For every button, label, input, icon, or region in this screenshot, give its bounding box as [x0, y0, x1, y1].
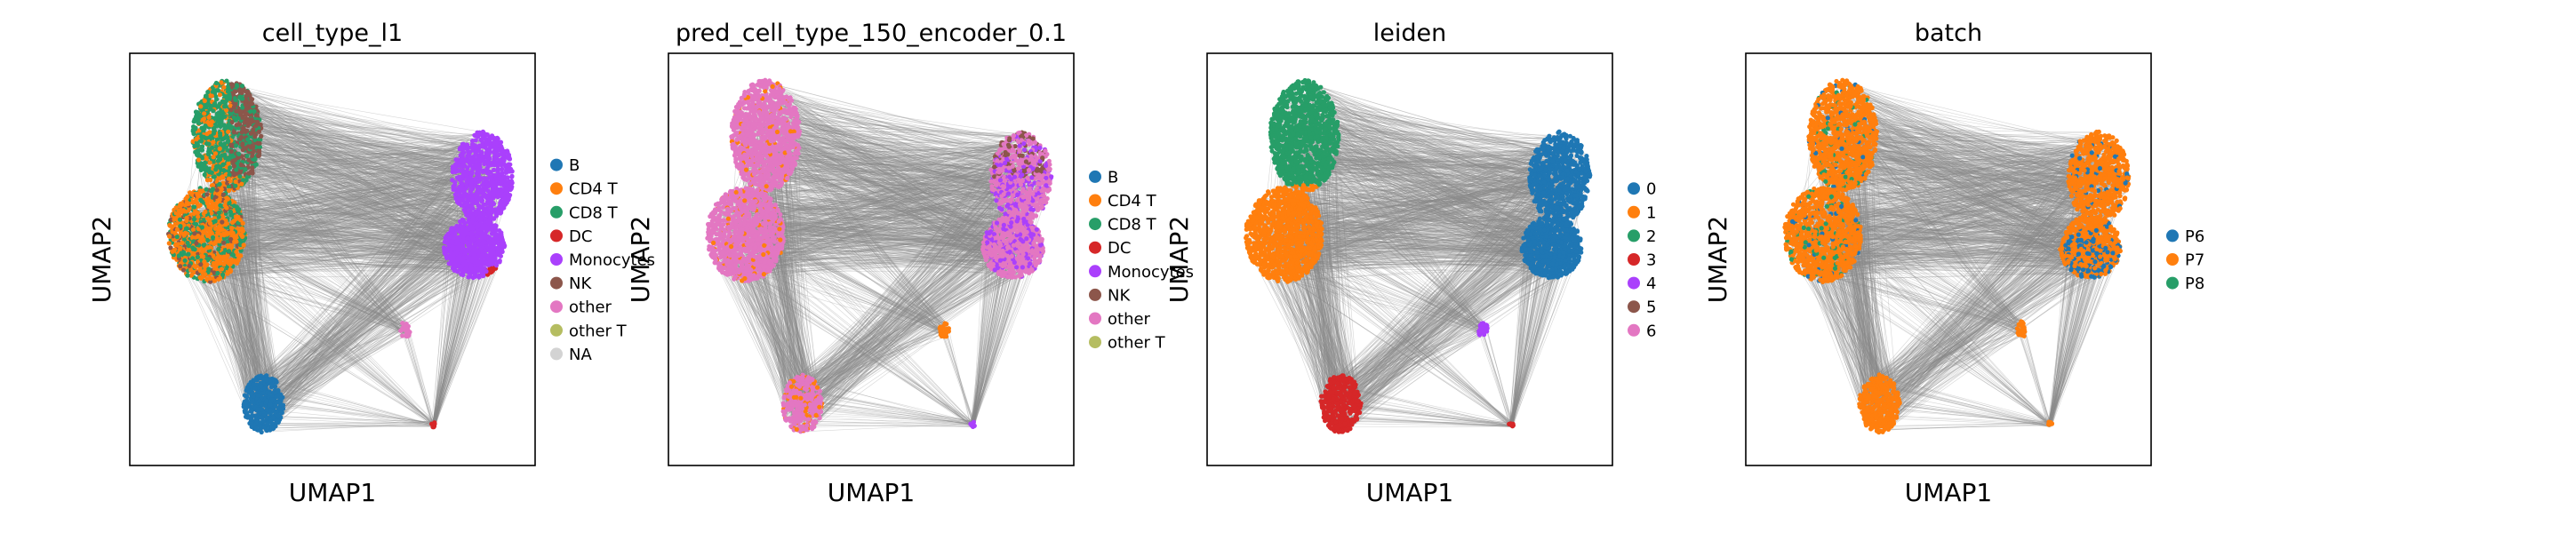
- legend-label: Monocytes: [569, 251, 655, 270]
- legend-marker: [1628, 182, 1640, 195]
- legend-marker: [1628, 276, 1640, 290]
- y-axis-label: UMAP2: [1164, 216, 1194, 304]
- panel-title: leiden: [1373, 20, 1446, 47]
- legend-label: Monocytes: [1108, 263, 1194, 282]
- legend-marker: [550, 158, 563, 171]
- legend-marker: [550, 347, 563, 361]
- umap-panel-4: batch UMAP1 UMAP2 P6 P7 P8: [1703, 20, 2204, 507]
- legend-label: other: [569, 298, 612, 317]
- legend: 0 1 2 3 4 5 6: [1628, 180, 1656, 340]
- legend-marker: [1089, 218, 1101, 231]
- legend-marker: [1089, 336, 1101, 349]
- axes-frame: [1206, 52, 1613, 466]
- legend-label: NK: [569, 274, 592, 293]
- y-axis-label: UMAP2: [626, 216, 655, 304]
- legend-marker: [550, 205, 563, 219]
- legend-marker: [2166, 276, 2179, 290]
- legend-marker: [550, 323, 563, 337]
- umap-panel-1: cell_type_l1 UMAP1 UMAP2 B CD4 T CD8 T DC Monoc…: [87, 20, 655, 507]
- legend-label: B: [1108, 168, 1118, 187]
- axes-frame: [129, 52, 536, 466]
- umap-embedding: [705, 77, 1054, 434]
- scatter-points: [1244, 77, 1593, 434]
- scatter-points: [1782, 77, 2132, 435]
- legend-label: other: [1108, 310, 1151, 329]
- legend-label: 0: [1646, 180, 1656, 199]
- legend-label: 3: [1646, 251, 1656, 270]
- legend-marker: [550, 229, 563, 243]
- axes-frame: [668, 52, 1075, 466]
- legend-marker: [1628, 205, 1640, 219]
- legend-marker: [550, 276, 563, 290]
- umap-embedding: [1244, 77, 1593, 434]
- axes-frame: [1745, 52, 2152, 466]
- legend-marker: [1089, 170, 1101, 183]
- legend-label: P7: [2185, 251, 2204, 270]
- x-axis-label: UMAP1: [1366, 478, 1454, 507]
- legend-marker: [1089, 194, 1101, 207]
- umap-embedding: [1782, 77, 2132, 435]
- legend-marker: [2166, 229, 2179, 243]
- panel-title: cell_type_l1: [262, 20, 403, 47]
- legend-marker: [550, 300, 563, 314]
- panel-title: batch: [1915, 20, 1982, 47]
- x-axis-label: UMAP1: [828, 478, 916, 507]
- scatter-points: [166, 78, 515, 435]
- legend-label: B: [569, 156, 580, 175]
- legend: B CD4 T CD8 T DC Monocytes NK other other T: [1089, 168, 1194, 353]
- legend-label: CD4 T: [569, 180, 619, 199]
- legend-label: NA: [569, 346, 592, 364]
- legend-marker: [1089, 265, 1101, 278]
- legend-label: 4: [1646, 274, 1656, 293]
- y-axis-label: UMAP2: [1703, 216, 1732, 304]
- legend-label: other T: [569, 322, 628, 340]
- legend-label: NK: [1108, 286, 1131, 305]
- legend-label: 2: [1646, 227, 1656, 246]
- legend-marker: [550, 182, 563, 195]
- legend-marker: [550, 253, 563, 266]
- legend-label: DC: [1108, 239, 1131, 258]
- legend-marker: [1089, 241, 1101, 254]
- panel-title: pred_cell_type_150_encoder_0.1: [676, 20, 1067, 47]
- umap-panel-2: pred_cell_type_150_encoder_0.1 UMAP1 UMAP2…: [626, 20, 1194, 507]
- scatter-points: [705, 77, 1054, 434]
- legend-marker: [1628, 323, 1640, 337]
- legend-marker: [2166, 253, 2179, 266]
- legend-marker: [1628, 229, 1640, 243]
- legend-label: 1: [1646, 203, 1656, 222]
- legend-label: CD8 T: [1108, 216, 1157, 235]
- x-axis-label: UMAP1: [289, 478, 377, 507]
- legend-label: CD8 T: [569, 203, 619, 222]
- legend-marker: [1628, 300, 1640, 314]
- legend-marker: [1628, 253, 1640, 266]
- legend-label: 6: [1646, 322, 1656, 340]
- legend-label: P6: [2185, 227, 2204, 246]
- legend-label: 5: [1646, 298, 1656, 317]
- legend-marker: [1089, 288, 1101, 301]
- legend-label: P8: [2185, 274, 2204, 293]
- legend-label: DC: [569, 227, 592, 246]
- paga-edges: [1784, 81, 2129, 433]
- y-axis-label: UMAP2: [87, 216, 116, 304]
- umap-embedding: [166, 78, 515, 435]
- legend-label: CD4 T: [1108, 192, 1157, 211]
- umap-panel-3: leiden UMAP1 UMAP2 0 1 2 3 4 5 6: [1164, 20, 1656, 507]
- legend-marker: [1089, 312, 1101, 325]
- x-axis-label: UMAP1: [1905, 478, 1993, 507]
- legend: P6 P7 P8: [2166, 227, 2204, 293]
- legend-label: other T: [1108, 334, 1166, 353]
- legend: B CD4 T CD8 T DC Monocytes NK other other T NA: [550, 156, 655, 364]
